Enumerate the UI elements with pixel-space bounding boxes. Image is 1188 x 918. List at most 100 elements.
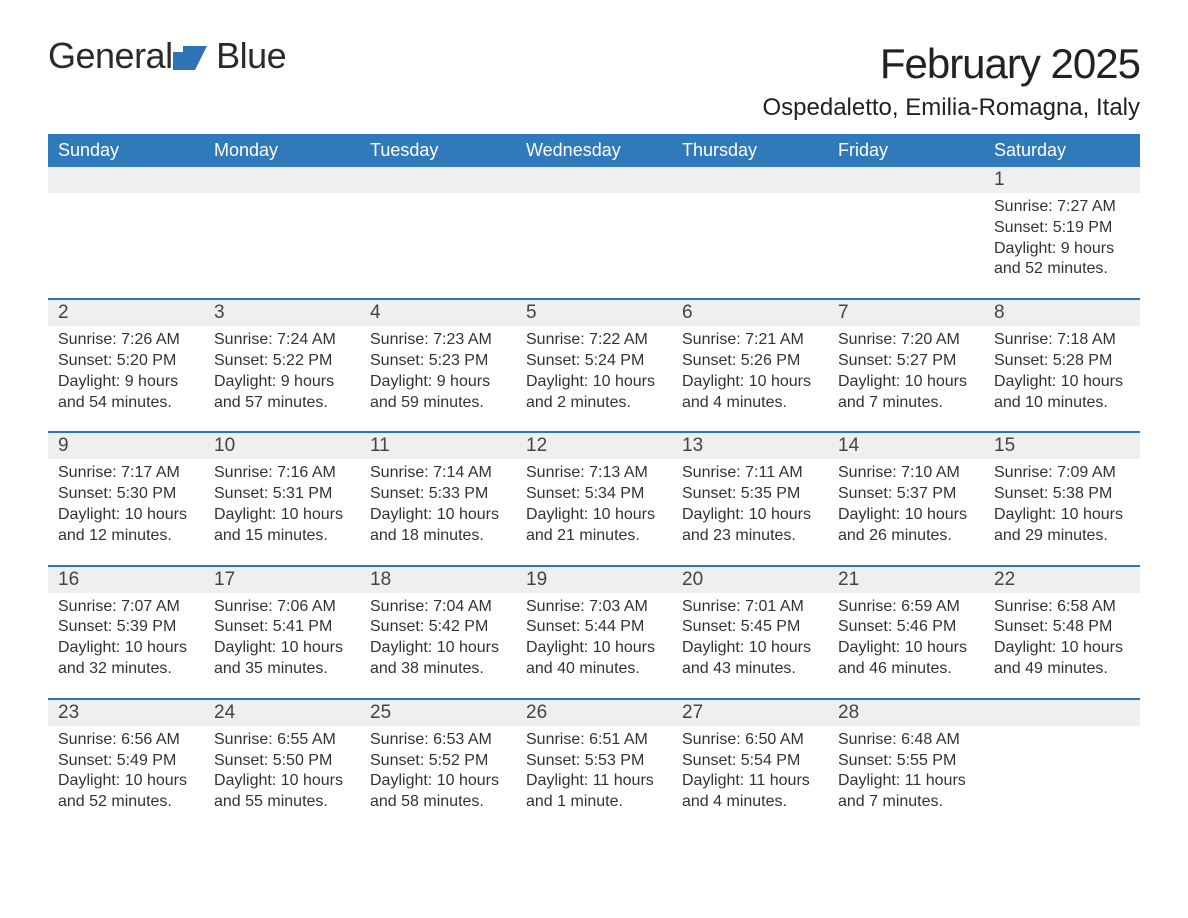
- daylight-line: and 26 minutes.: [838, 526, 974, 547]
- day-number: 18: [360, 567, 516, 593]
- sunrise-line: Sunrise: 7:21 AM: [682, 330, 818, 351]
- header-bar: General Blue February 2025 Ospedaletto, …: [48, 40, 1140, 122]
- sunset-line: Sunset: 5:54 PM: [682, 751, 818, 772]
- daylight-line: Daylight: 10 hours: [994, 505, 1130, 526]
- daylight-line: Daylight: 10 hours: [526, 372, 662, 393]
- calendar-day-cell: 18Sunrise: 7:04 AMSunset: 5:42 PMDayligh…: [360, 567, 516, 698]
- sunrise-line: Sunrise: 6:51 AM: [526, 730, 662, 751]
- day-number: [48, 167, 204, 193]
- daylight-line: Daylight: 10 hours: [58, 638, 194, 659]
- sunrise-line: Sunrise: 6:59 AM: [838, 597, 974, 618]
- calendar-week-row: 9Sunrise: 7:17 AMSunset: 5:30 PMDaylight…: [48, 431, 1140, 564]
- sunrise-line: Sunrise: 6:55 AM: [214, 730, 350, 751]
- day-number: 25: [360, 700, 516, 726]
- daylight-line: and 29 minutes.: [994, 526, 1130, 547]
- sunset-line: Sunset: 5:45 PM: [682, 617, 818, 638]
- daylight-line: and 21 minutes.: [526, 526, 662, 547]
- day-number: 4: [360, 300, 516, 326]
- daylight-line: and 54 minutes.: [58, 393, 194, 414]
- sunrise-line: Sunrise: 7:26 AM: [58, 330, 194, 351]
- sunrise-line: Sunrise: 7:14 AM: [370, 463, 506, 484]
- calendar-day-cell: 6Sunrise: 7:21 AMSunset: 5:26 PMDaylight…: [672, 300, 828, 431]
- calendar-day-cell: 14Sunrise: 7:10 AMSunset: 5:37 PMDayligh…: [828, 433, 984, 564]
- sunset-line: Sunset: 5:55 PM: [838, 751, 974, 772]
- day-number: 14: [828, 433, 984, 459]
- sunrise-line: Sunrise: 6:58 AM: [994, 597, 1130, 618]
- day-number: 10: [204, 433, 360, 459]
- daylight-line: and 55 minutes.: [214, 792, 350, 813]
- sunrise-line: Sunrise: 7:03 AM: [526, 597, 662, 618]
- calendar-day-cell: 11Sunrise: 7:14 AMSunset: 5:33 PMDayligh…: [360, 433, 516, 564]
- calendar-day-cell: 8Sunrise: 7:18 AMSunset: 5:28 PMDaylight…: [984, 300, 1140, 431]
- calendar-day-cell: 26Sunrise: 6:51 AMSunset: 5:53 PMDayligh…: [516, 700, 672, 831]
- sunset-line: Sunset: 5:19 PM: [994, 218, 1130, 239]
- day-number: 16: [48, 567, 204, 593]
- daylight-line: Daylight: 10 hours: [682, 638, 818, 659]
- calendar-week-row: 2Sunrise: 7:26 AMSunset: 5:20 PMDaylight…: [48, 298, 1140, 431]
- day-number: 21: [828, 567, 984, 593]
- calendar-day-cell: 5Sunrise: 7:22 AMSunset: 5:24 PMDaylight…: [516, 300, 672, 431]
- day-number: 15: [984, 433, 1140, 459]
- sunrise-line: Sunrise: 7:22 AM: [526, 330, 662, 351]
- sunset-line: Sunset: 5:30 PM: [58, 484, 194, 505]
- day-number: 27: [672, 700, 828, 726]
- month-title: February 2025: [762, 40, 1140, 88]
- calendar-day-cell: 17Sunrise: 7:06 AMSunset: 5:41 PMDayligh…: [204, 567, 360, 698]
- daylight-line: and 7 minutes.: [838, 792, 974, 813]
- daylight-line: Daylight: 10 hours: [526, 505, 662, 526]
- daylight-line: Daylight: 10 hours: [682, 372, 818, 393]
- daylight-line: and 49 minutes.: [994, 659, 1130, 680]
- daylight-line: and 32 minutes.: [58, 659, 194, 680]
- calendar-week-row: 16Sunrise: 7:07 AMSunset: 5:39 PMDayligh…: [48, 565, 1140, 698]
- weekday-header: Wednesday: [516, 134, 672, 167]
- day-number: 12: [516, 433, 672, 459]
- daylight-line: Daylight: 9 hours: [58, 372, 194, 393]
- sunset-line: Sunset: 5:31 PM: [214, 484, 350, 505]
- calendar-day-cell: 2Sunrise: 7:26 AMSunset: 5:20 PMDaylight…: [48, 300, 204, 431]
- daylight-line: and 40 minutes.: [526, 659, 662, 680]
- sunset-line: Sunset: 5:22 PM: [214, 351, 350, 372]
- calendar-day-cell: 3Sunrise: 7:24 AMSunset: 5:22 PMDaylight…: [204, 300, 360, 431]
- daylight-line: Daylight: 10 hours: [370, 505, 506, 526]
- weekday-header: Friday: [828, 134, 984, 167]
- calendar-day-cell: 23Sunrise: 6:56 AMSunset: 5:49 PMDayligh…: [48, 700, 204, 831]
- sunset-line: Sunset: 5:41 PM: [214, 617, 350, 638]
- weekday-header: Thursday: [672, 134, 828, 167]
- daylight-line: and 58 minutes.: [370, 792, 506, 813]
- weekday-header: Saturday: [984, 134, 1140, 167]
- sunrise-line: Sunrise: 7:27 AM: [994, 197, 1130, 218]
- logo-flag-icon: [173, 46, 207, 70]
- daylight-line: and 18 minutes.: [370, 526, 506, 547]
- sunset-line: Sunset: 5:24 PM: [526, 351, 662, 372]
- daylight-line: Daylight: 10 hours: [370, 771, 506, 792]
- day-number: 7: [828, 300, 984, 326]
- sunrise-line: Sunrise: 7:09 AM: [994, 463, 1130, 484]
- daylight-line: Daylight: 10 hours: [58, 505, 194, 526]
- daylight-line: Daylight: 10 hours: [994, 638, 1130, 659]
- calendar-day-cell: [48, 167, 204, 298]
- calendar-day-cell: [360, 167, 516, 298]
- daylight-line: and 59 minutes.: [370, 393, 506, 414]
- day-number: 22: [984, 567, 1140, 593]
- sunset-line: Sunset: 5:34 PM: [526, 484, 662, 505]
- daylight-line: Daylight: 9 hours: [370, 372, 506, 393]
- daylight-line: and 52 minutes.: [994, 259, 1130, 280]
- daylight-line: and 52 minutes.: [58, 792, 194, 813]
- daylight-line: Daylight: 10 hours: [370, 638, 506, 659]
- day-number: [984, 700, 1140, 726]
- daylight-line: Daylight: 11 hours: [838, 771, 974, 792]
- day-number: 13: [672, 433, 828, 459]
- day-number: [360, 167, 516, 193]
- sunset-line: Sunset: 5:37 PM: [838, 484, 974, 505]
- sunrise-line: Sunrise: 7:24 AM: [214, 330, 350, 351]
- daylight-line: and 15 minutes.: [214, 526, 350, 547]
- day-number: 26: [516, 700, 672, 726]
- daylight-line: Daylight: 9 hours: [994, 239, 1130, 260]
- sunrise-line: Sunrise: 7:17 AM: [58, 463, 194, 484]
- daylight-line: and 7 minutes.: [838, 393, 974, 414]
- weekday-header: Sunday: [48, 134, 204, 167]
- sunrise-line: Sunrise: 6:53 AM: [370, 730, 506, 751]
- sunset-line: Sunset: 5:50 PM: [214, 751, 350, 772]
- sunset-line: Sunset: 5:48 PM: [994, 617, 1130, 638]
- daylight-line: and 46 minutes.: [838, 659, 974, 680]
